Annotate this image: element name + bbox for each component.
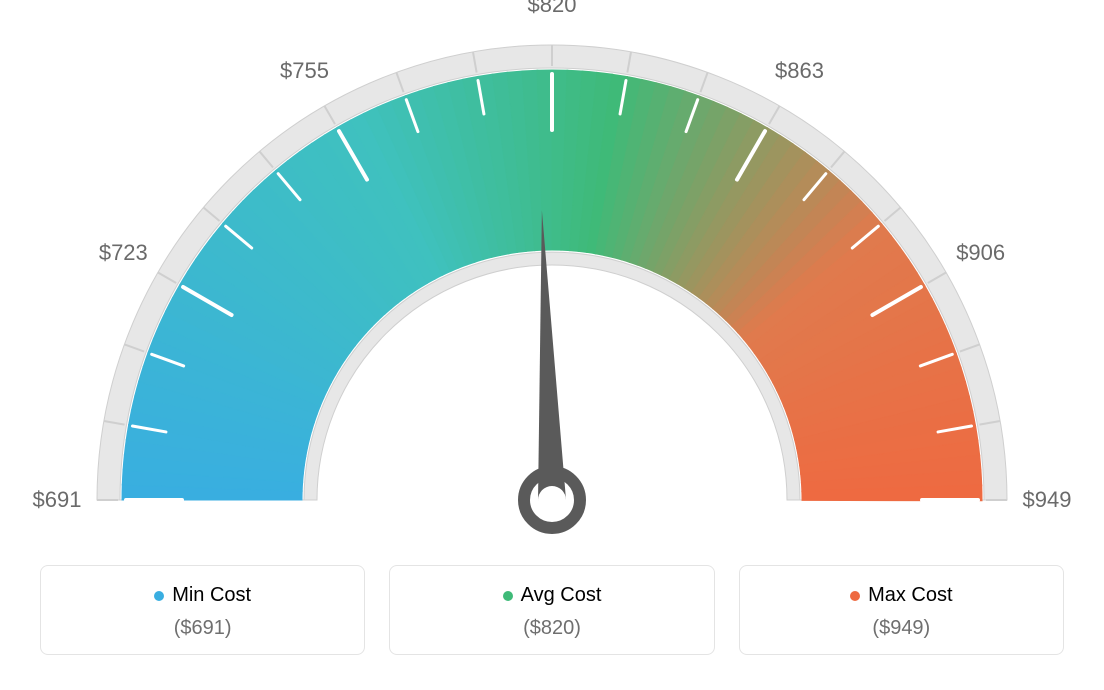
legend-max-title: Max Cost <box>850 584 952 607</box>
legend-max-label: Max Cost <box>868 584 952 607</box>
gauge-tick-label: $949 <box>1023 487 1072 513</box>
gauge-tick-label: $723 <box>99 240 148 266</box>
legend-avg-card: Avg Cost ($820) <box>389 565 714 655</box>
gauge-chart: $691 $723 $755 $820 $863 $906 $949 <box>0 0 1104 540</box>
gauge-tick-label: $691 <box>33 487 82 513</box>
legend-avg-title: Avg Cost <box>503 584 602 607</box>
legend-avg-value: ($820) <box>400 617 703 640</box>
cost-gauge-widget: $691 $723 $755 $820 $863 $906 $949 Min Cost ($… <box>0 0 1104 690</box>
legend-max-card: Max Cost ($949) <box>739 565 1064 655</box>
legend-min-value: ($691) <box>51 617 354 640</box>
legend-avg-label: Avg Cost <box>521 584 602 607</box>
legend-min-card: Min Cost ($691) <box>40 565 365 655</box>
legend-row: Min Cost ($691) Avg Cost ($820) Max Cost… <box>40 565 1064 655</box>
gauge-tick-label: $863 <box>775 58 824 84</box>
legend-min-title: Min Cost <box>154 584 251 607</box>
gauge-tick-label: $906 <box>956 240 1005 266</box>
legend-min-dot <box>154 591 164 601</box>
legend-avg-dot <box>503 591 513 601</box>
legend-max-value: ($949) <box>750 617 1053 640</box>
legend-max-dot <box>850 591 860 601</box>
gauge-tick-label: $820 <box>528 0 577 18</box>
legend-min-label: Min Cost <box>172 584 251 607</box>
gauge-tick-label: $755 <box>280 58 329 84</box>
